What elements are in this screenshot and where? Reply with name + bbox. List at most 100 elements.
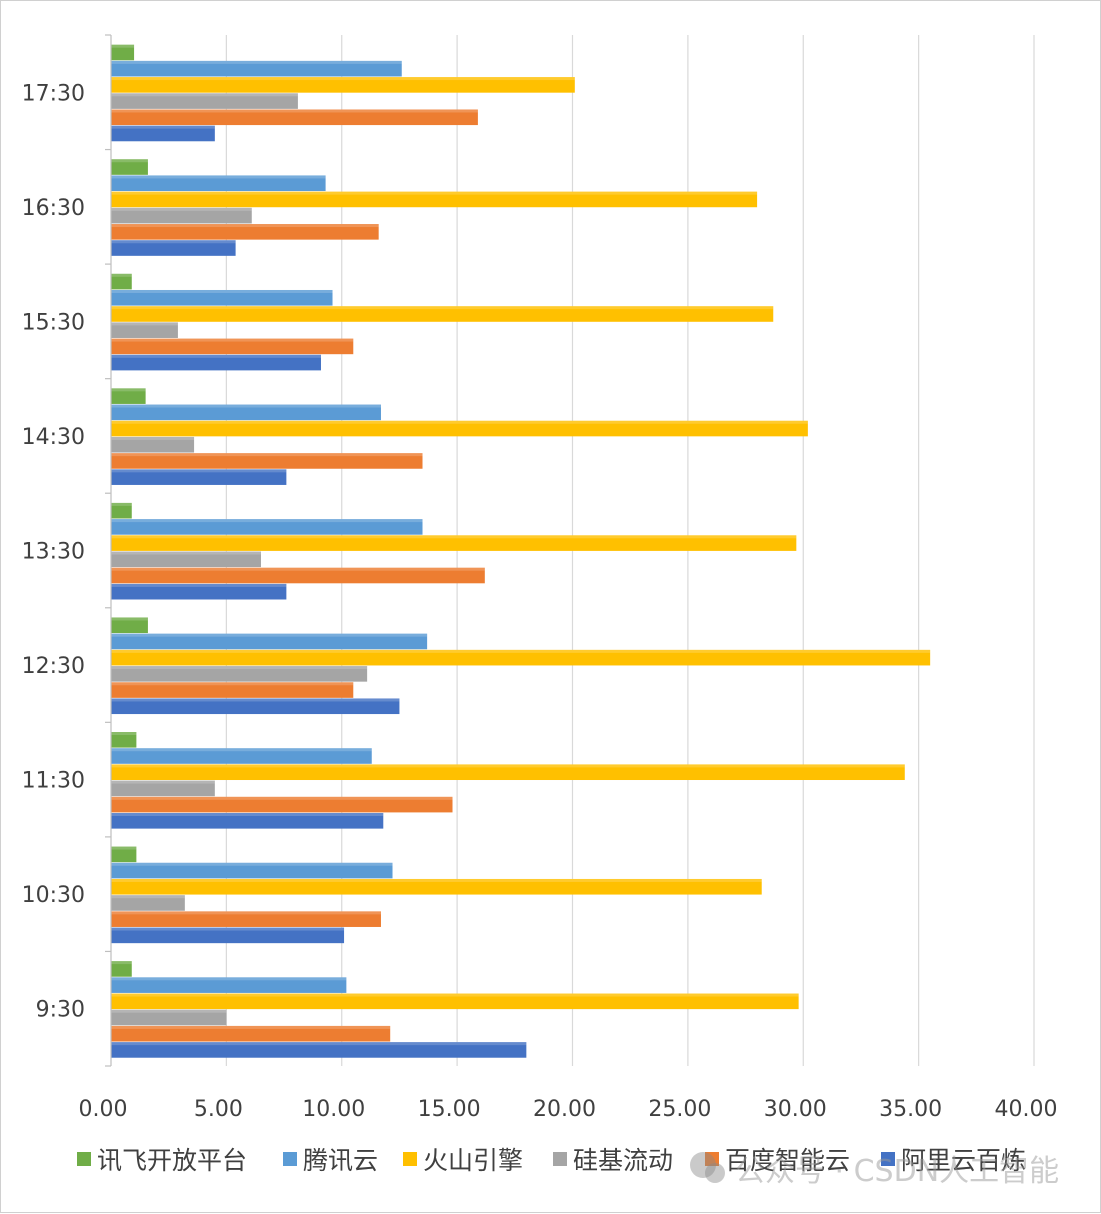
bar [111, 224, 379, 240]
legend-swatch [283, 1152, 297, 1166]
y-tick-label: 11:30 [22, 769, 85, 794]
bar [111, 404, 381, 421]
bar [111, 388, 146, 404]
bar [111, 1042, 527, 1058]
x-tick-label: 5.00 [194, 1097, 243, 1122]
bar [111, 698, 400, 715]
bar [111, 191, 758, 208]
bar [111, 846, 137, 863]
bar-highlight [111, 404, 381, 408]
bar-highlight [111, 862, 393, 866]
bar-highlight [111, 535, 797, 539]
legend-swatch [77, 1152, 91, 1166]
bar-highlight [111, 93, 298, 97]
bar-highlight [111, 666, 368, 670]
bar-highlight [111, 469, 287, 473]
bar [111, 796, 453, 813]
y-tick-label: 14:30 [22, 425, 85, 450]
bar-highlight [111, 1025, 391, 1029]
bar-highlight [111, 698, 400, 702]
legend: 讯飞开放平台 腾讯云 火山引擎 硅基流动 百度智能云 阿里云百炼 [77, 1146, 1026, 1175]
x-tick-label: 20.00 [533, 1097, 596, 1122]
y-tick-label: 13:30 [22, 540, 85, 565]
bar-highlight [111, 240, 236, 244]
bar-highlight [111, 796, 453, 800]
bar [111, 125, 215, 142]
bar-highlight [111, 77, 575, 81]
bar-highlight [111, 306, 774, 310]
bar-highlight [111, 322, 178, 326]
bar [111, 289, 333, 306]
bar-highlight [111, 813, 384, 817]
bar [111, 993, 799, 1010]
bar-highlight [111, 289, 333, 293]
bar-highlight [111, 273, 132, 277]
bar-highlight [111, 878, 762, 882]
bar [111, 60, 402, 77]
bar [111, 77, 575, 93]
y-tick-label: 17:30 [22, 81, 85, 106]
bar [111, 502, 132, 519]
watermark: 公众号 · CSDN人工智能 [690, 1152, 1059, 1189]
bar-highlight [111, 191, 758, 195]
wechat-icon [690, 1152, 716, 1178]
legend-label: 硅基流动 [573, 1146, 673, 1175]
bar [111, 436, 195, 453]
bar [111, 322, 178, 338]
bar [111, 93, 298, 109]
bar-highlight [111, 846, 137, 850]
bar-highlight [111, 911, 381, 915]
bar [111, 813, 384, 829]
bar [111, 1025, 391, 1042]
bar-highlight [111, 502, 132, 506]
bar [111, 551, 261, 568]
bar [111, 338, 354, 355]
legend-swatch [705, 1152, 719, 1166]
x-tick-label: 10.00 [302, 1097, 365, 1122]
legend-label: 百度智能云 [725, 1146, 850, 1175]
bar-highlight [111, 732, 137, 736]
bar-highlight [111, 764, 905, 768]
bar [111, 44, 135, 61]
y-tick-label: 15:30 [22, 310, 85, 335]
bar [111, 780, 215, 797]
y-tick-label: 12:30 [22, 654, 85, 679]
bar-highlight [111, 453, 423, 457]
bar-highlight [111, 44, 135, 48]
x-tick-label: 25.00 [648, 1097, 711, 1122]
bar-highlight [111, 748, 372, 752]
y-tick-label: 16:30 [22, 196, 85, 221]
bar [111, 666, 368, 682]
bar-highlight [111, 961, 132, 965]
y-tick-label: 10:30 [22, 883, 85, 908]
bar-highlight [111, 649, 931, 653]
bar [111, 354, 321, 371]
bar-highlight [111, 338, 354, 342]
bar-highlight [111, 1042, 527, 1046]
watermark-text: 公众号 · CSDN人工智能 [735, 1154, 1059, 1189]
bar [111, 519, 423, 535]
bar [111, 567, 485, 584]
bar [111, 649, 931, 666]
bar [111, 207, 252, 224]
bar [111, 453, 423, 469]
bar-highlight [111, 125, 215, 129]
bar [111, 469, 287, 485]
bar-highlight [111, 207, 252, 211]
bar-highlight [111, 109, 478, 113]
bar [111, 961, 132, 977]
bar-highlight [111, 60, 402, 64]
bar-highlight [111, 993, 799, 997]
bar-highlight [111, 927, 345, 931]
bar-highlight [111, 519, 423, 523]
bar-highlight [111, 551, 261, 555]
x-tick-label: 0.00 [79, 1097, 128, 1122]
bar [111, 1009, 227, 1026]
bar [111, 862, 393, 879]
bar [111, 420, 808, 437]
bar-highlight [111, 159, 148, 163]
bar [111, 240, 236, 256]
bar-highlight [111, 617, 148, 621]
